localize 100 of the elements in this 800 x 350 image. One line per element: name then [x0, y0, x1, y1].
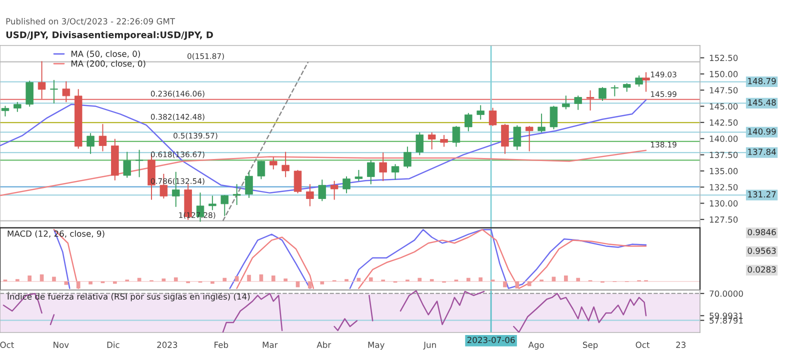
- x-tick-label: Mar: [262, 342, 278, 348]
- bar: [28, 276, 32, 282]
- y-tick-label: 57.8791: [710, 317, 743, 324]
- candlestick: [38, 61, 46, 100]
- candlestick: [318, 180, 326, 202]
- bar: [466, 278, 470, 282]
- x-tick-label: Nov: [54, 342, 69, 348]
- y-tick-label: 135.00: [710, 168, 738, 174]
- candlestick: [635, 75, 643, 87]
- candlestick: [62, 81, 70, 102]
- bar: [174, 277, 178, 282]
- bar: [40, 274, 44, 282]
- bar: [88, 281, 92, 284]
- legend-label: MA (200, close, 0): [71, 60, 146, 68]
- candlestick: [354, 170, 363, 182]
- x-tick-label: Jun: [423, 342, 436, 350]
- candlestick: [525, 126, 534, 152]
- y-tick-label: 152.50: [710, 54, 738, 62]
- candlestick: [270, 156, 278, 170]
- x-tick-label: Dic: [107, 342, 120, 348]
- y-tick-label: 127.50: [710, 216, 738, 223]
- candlestick: [294, 170, 302, 194]
- x-tick-label: 23: [676, 342, 686, 348]
- bar: [515, 281, 520, 288]
- bar: [418, 278, 422, 282]
- candlestick: [562, 95, 570, 110]
- y-tick-label: 150.00: [710, 70, 738, 78]
- bar: [368, 277, 373, 282]
- candlestick: [245, 172, 253, 198]
- candlestick: [330, 180, 338, 200]
- text: 0.0283: [748, 266, 776, 273]
- y-tick-label: 145.00: [710, 103, 738, 110]
- bar: [552, 276, 556, 282]
- y-tick-label: 147.50: [710, 87, 738, 94]
- bar: [137, 278, 142, 282]
- bar: [320, 281, 324, 284]
- line-series: [0, 150, 647, 196]
- candlestick: [282, 152, 290, 178]
- y-tick-label: 130.00: [710, 200, 738, 207]
- bar: [564, 276, 568, 282]
- ref-line-label: 2023-07-06: [467, 336, 515, 344]
- ref-line-label: 137.84: [748, 148, 776, 155]
- candlestick: [598, 87, 606, 101]
- candlestick: [391, 164, 400, 180]
- bar: [356, 278, 361, 282]
- x-tick-label: Abr: [316, 342, 332, 348]
- x-tick-label: Oct: [636, 342, 650, 348]
- candlestick: [86, 132, 94, 154]
- bar: [271, 276, 276, 282]
- candlestick: [586, 90, 594, 111]
- candlestick: [98, 124, 107, 152]
- x-tick-label: Feb: [214, 342, 228, 348]
- candlestick: [538, 114, 546, 133]
- candlestick: [488, 108, 497, 126]
- candlestick: [440, 134, 448, 147]
- candlestick: [50, 80, 58, 104]
- candlestick: [574, 95, 582, 110]
- candlestick: [513, 125, 522, 150]
- candlestick: [1, 106, 10, 116]
- x-tick-label: Ago: [528, 342, 544, 350]
- candlestick: [26, 80, 34, 107]
- bar: [527, 281, 532, 286]
- bar: [247, 274, 251, 282]
- candlestick: [257, 160, 266, 180]
- bar: [503, 281, 507, 288]
- text: 0.9846: [748, 228, 776, 236]
- ref-line-label: 148.79: [748, 78, 776, 84]
- candlestick: [501, 124, 509, 154]
- x-tick-label: Sep: [582, 342, 598, 350]
- x-tick-label: Oct: [0, 342, 14, 348]
- y-tick-label: 59.9931: [710, 312, 743, 319]
- y-tick-label: 140.00: [710, 136, 738, 142]
- candlestick: [428, 132, 436, 150]
- bar: [234, 276, 239, 282]
- chart-title: Published on 3/Oct/2023 - 22:26:09 GMT: [6, 18, 176, 26]
- candlestick: [367, 160, 375, 184]
- text: 0.9563: [748, 248, 776, 254]
- bar: [259, 274, 264, 282]
- bar: [296, 281, 300, 288]
- candlestick: [208, 196, 216, 210]
- bar: [308, 281, 312, 288]
- candlestick: [306, 184, 314, 206]
- line-series: [0, 99, 647, 194]
- candlestick: [135, 150, 144, 178]
- bar: [76, 281, 80, 288]
- bar: [222, 278, 227, 282]
- y-tick-label: 142.50: [710, 119, 738, 126]
- candlestick: [123, 152, 131, 178]
- bar: [162, 278, 166, 282]
- candlestick: [404, 146, 412, 168]
- candlestick: [642, 72, 650, 92]
- chart-subtitle: USD/JPY, Divisasentiemporeal:USD/JPY, D: [6, 31, 213, 40]
- x-tick-label: 2023: [157, 342, 178, 348]
- candlestick: [464, 112, 472, 132]
- candlestick: [550, 106, 558, 130]
- bar: [284, 278, 288, 282]
- bar: [576, 278, 580, 282]
- candlestick: [342, 176, 350, 194]
- ref-line-label: 131.27: [748, 191, 776, 198]
- ref-line-label: 140.99: [748, 128, 776, 135]
